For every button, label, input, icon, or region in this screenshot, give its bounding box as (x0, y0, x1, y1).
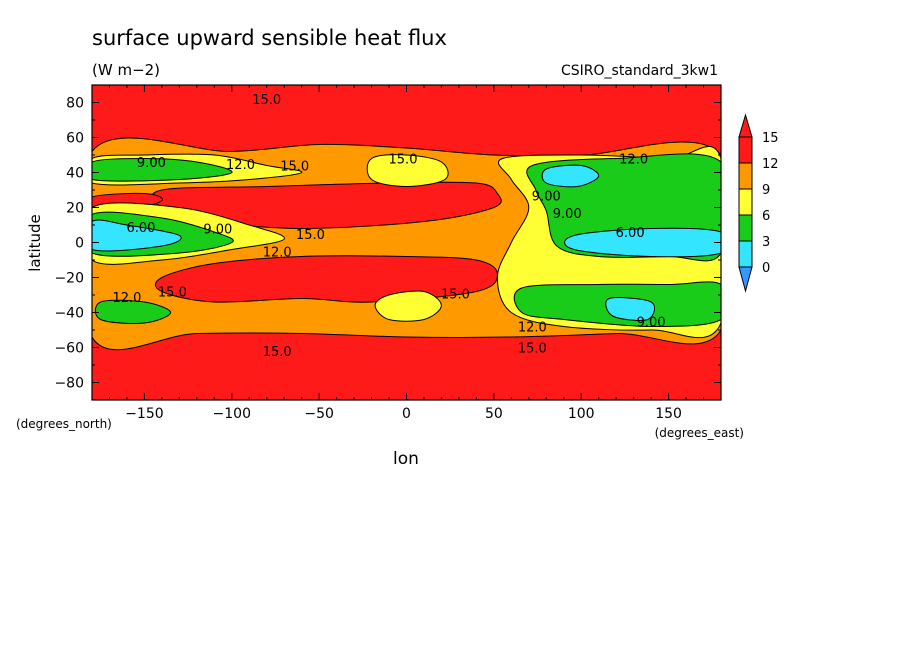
colorbar-swatch (738, 188, 753, 216)
contour-label: 15.0 (518, 342, 547, 357)
plot-area: 15.0 9.00 12.0 15.0 15.0 12.0 6.00 9.00 15.0 12.0… (91, 84, 722, 401)
y-axis: −80 −60 −40 −20 0 20 40 60 80 (54, 84, 721, 401)
colorbar-swatch (738, 162, 753, 190)
colorbar-label: 6 (762, 209, 770, 224)
contour-label: 15.0 (280, 160, 309, 175)
colorbar-swatch (738, 240, 753, 268)
region-band-15 (154, 255, 498, 303)
region-band-6 (94, 299, 172, 324)
contour-label: 12.0 (619, 153, 648, 168)
contour-label: 12.0 (112, 291, 141, 306)
x-units-label: (degrees_east) (655, 426, 744, 440)
contour-label: 15.0 (296, 228, 325, 243)
colorbar-swatch (738, 136, 753, 164)
y-tick-label: 60 (66, 131, 84, 147)
colorbar-arrow-high (738, 113, 753, 138)
y-tick-label: 0 (75, 236, 84, 252)
contour-label: 12.0 (263, 245, 292, 260)
y-tick-label: 80 (66, 96, 84, 112)
y-tick-label: 20 (66, 201, 84, 217)
y-units-label: (degrees_north) (16, 417, 112, 431)
region-band-3 (541, 164, 600, 188)
contour-label: 9.00 (553, 207, 582, 222)
colorbar-label: 15 (762, 131, 779, 146)
x-tick-label: −100 (213, 406, 251, 422)
x-tick-label: 0 (402, 406, 411, 422)
x-tick-label: 50 (485, 406, 503, 422)
chart-title: surface upward sensible heat flux (92, 26, 447, 50)
contour-label: 9.00 (137, 156, 166, 171)
contour-label: 15.0 (389, 153, 418, 168)
y-tick-label: −20 (54, 271, 84, 287)
contour-fill-group: 15.0 9.00 12.0 15.0 15.0 12.0 6.00 9.00 15.0 12.0… (92, 85, 721, 400)
contour-label: 15.0 (158, 286, 187, 301)
contour-label: 9.00 (637, 315, 666, 330)
region-band-3 (564, 227, 721, 258)
chart-subtitle: (W m−2) (92, 61, 160, 79)
y-axis-label: latitude (26, 214, 44, 272)
contour-label: 9.00 (203, 223, 232, 238)
y-tick-label: −60 (54, 341, 84, 357)
x-axis-label: lon (393, 449, 419, 469)
x-tick-label: 150 (655, 406, 682, 422)
colorbar-label: 0 (762, 261, 770, 276)
x-tick-label: −50 (304, 406, 334, 422)
contour-label: 6.00 (126, 221, 155, 236)
contour-label: 12.0 (226, 158, 255, 173)
region-band-9 (374, 290, 442, 322)
x-tick-label: −150 (125, 406, 163, 422)
contour-label: 9.00 (532, 189, 561, 204)
colorbar: 0 3 6 9 12 15 (738, 113, 779, 293)
colorbar-label: 3 (762, 235, 770, 250)
contour-label: 15.0 (441, 287, 470, 302)
colorbar-swatch (738, 214, 753, 242)
dataset-label: CSIRO_standard_3kw1 (561, 63, 718, 79)
x-axis: −150 −100 −50 0 50 100 150 (108, 85, 705, 422)
x-tick-label: 100 (568, 406, 595, 422)
colorbar-label: 9 (762, 183, 770, 198)
colorbar-arrow-low (738, 266, 753, 293)
colorbar-label: 12 (762, 157, 779, 172)
contour-label: 15.0 (252, 93, 281, 108)
y-tick-label: −80 (54, 376, 84, 392)
region-band-3 (605, 297, 655, 321)
y-tick-label: −40 (54, 306, 84, 322)
region-band-9 (366, 154, 449, 188)
contour-label: 15.0 (263, 345, 292, 360)
contour-label: 12.0 (518, 321, 547, 336)
region-band-3 (92, 219, 182, 252)
y-tick-label: 40 (66, 166, 84, 182)
contour-label: 6.00 (616, 226, 645, 241)
